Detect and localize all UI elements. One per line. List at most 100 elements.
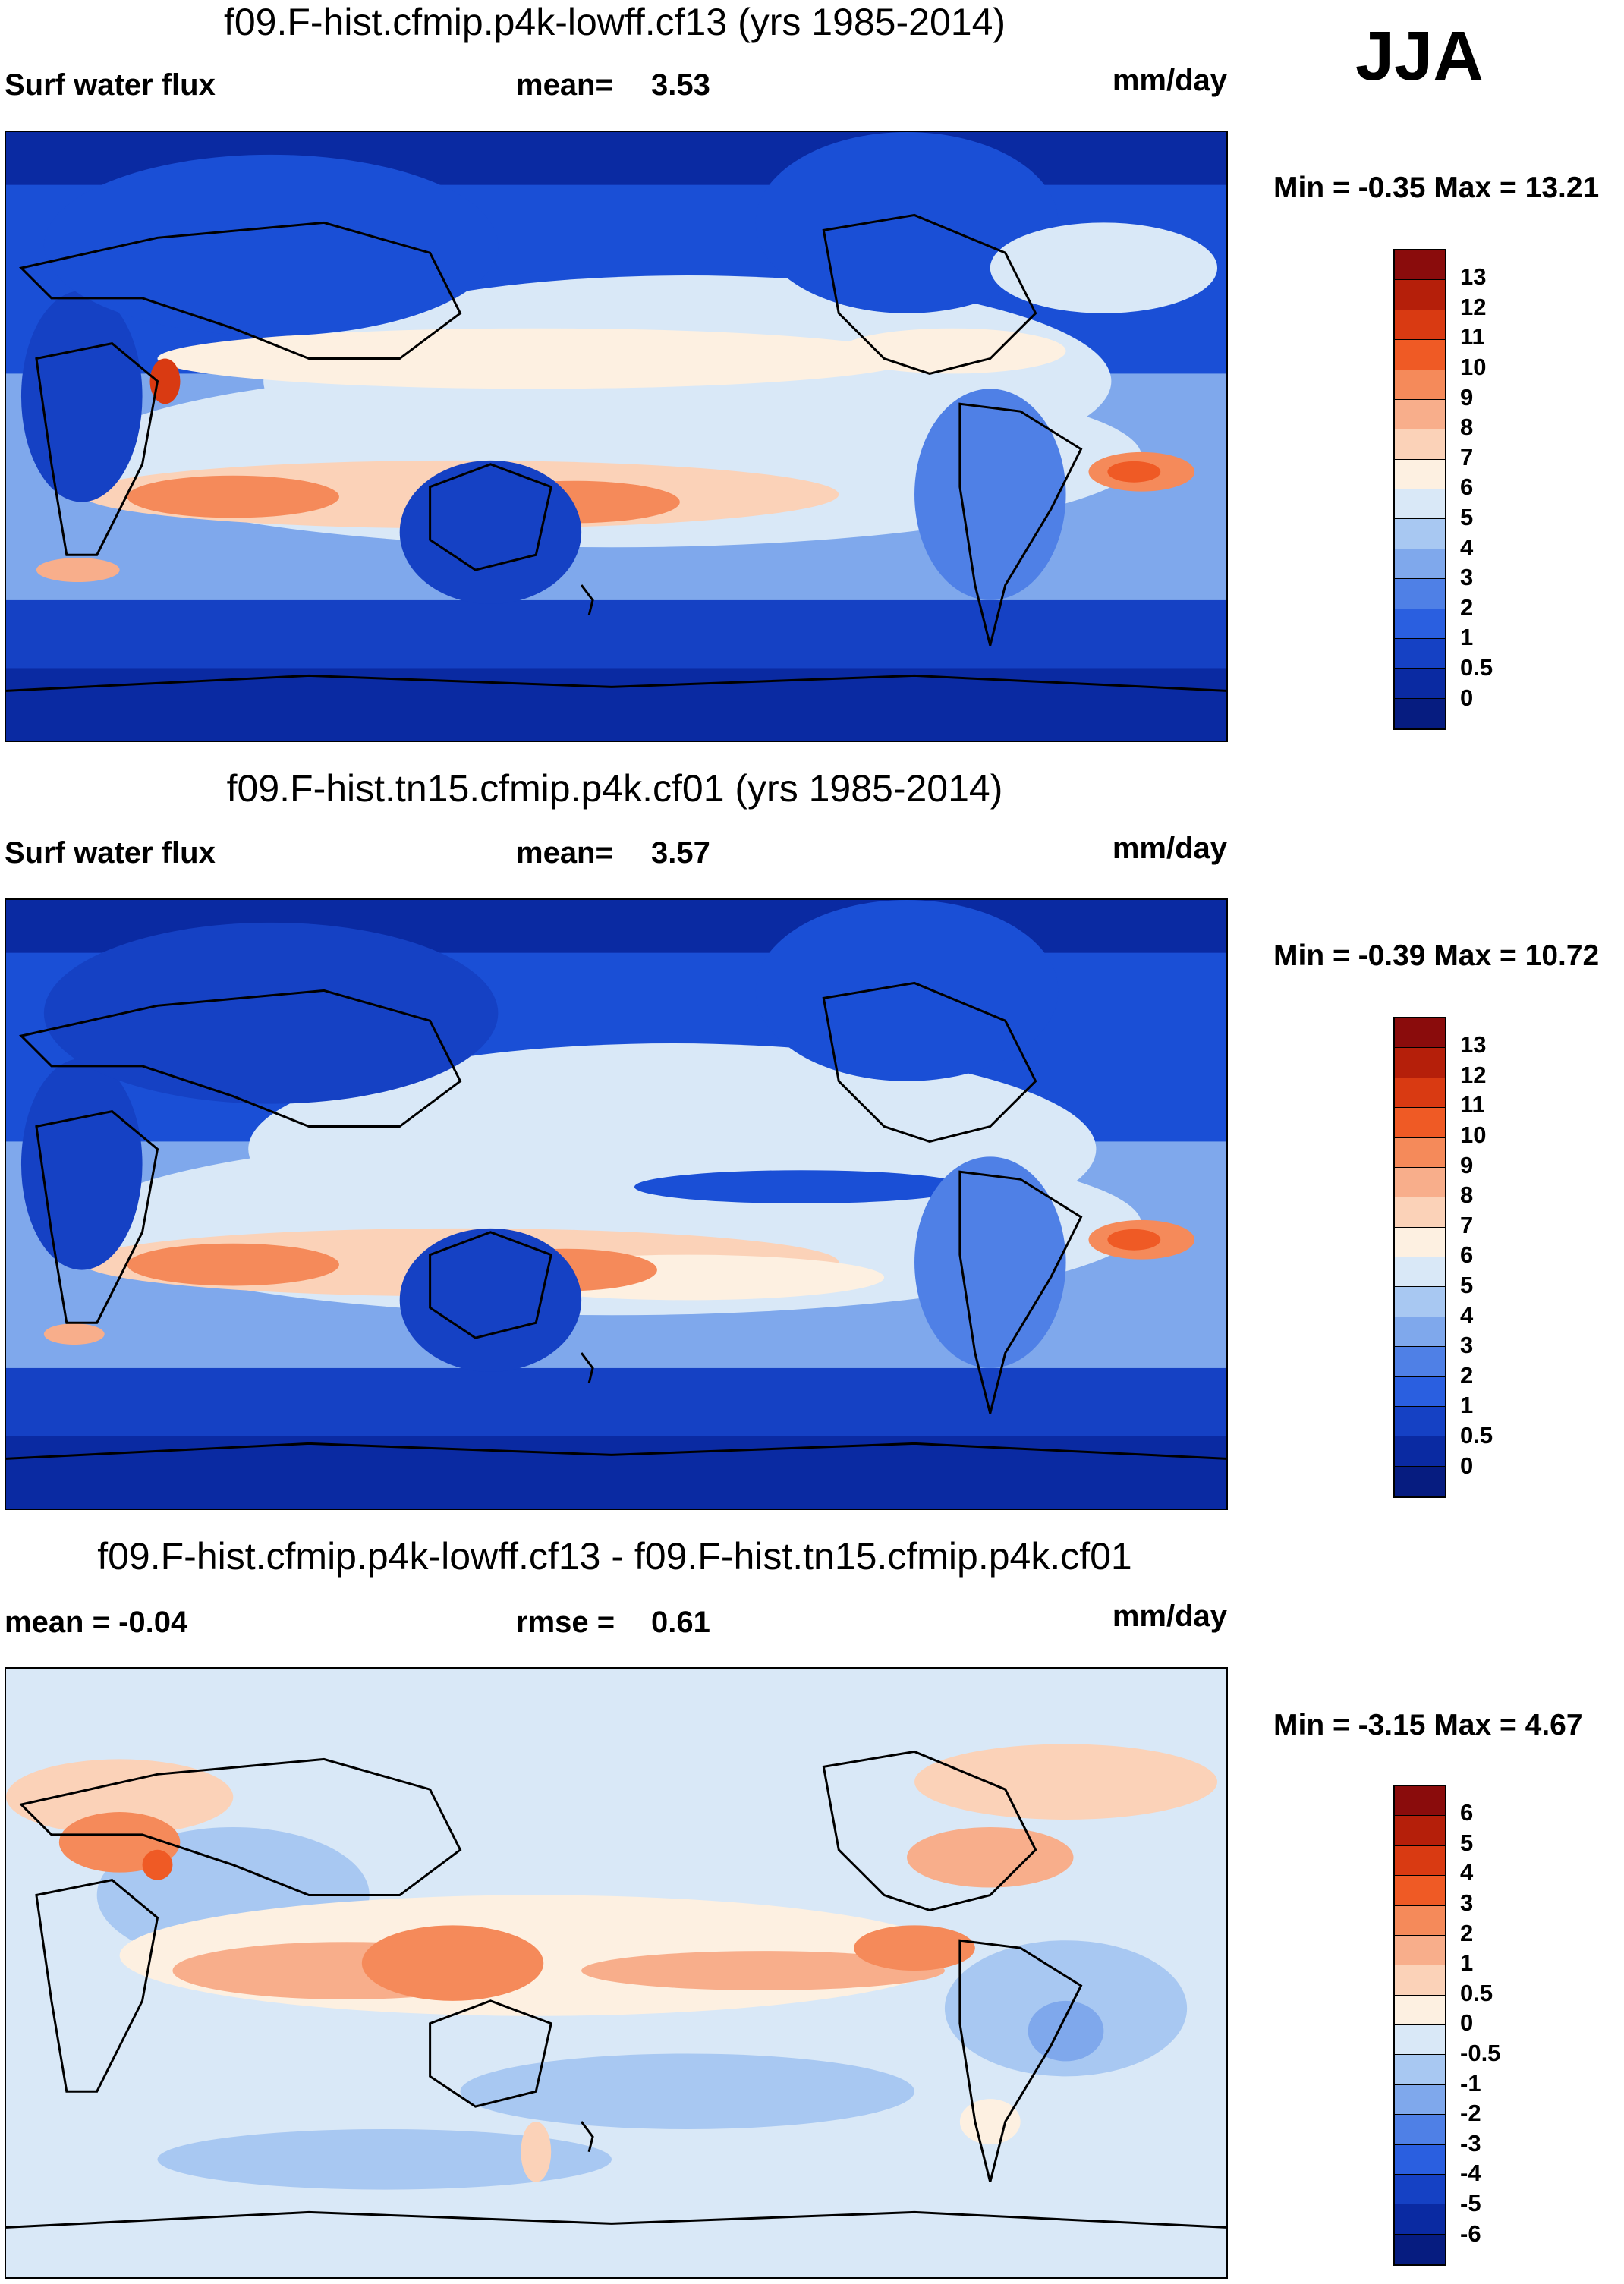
colorbar-1-tick: 11 [1460, 323, 1485, 350]
colorbar-3-tick: -5 [1460, 2190, 1481, 2216]
colorbar-3-tick: 5 [1460, 1829, 1474, 1856]
precip-field-2 [6, 900, 1226, 1509]
colorbar-3-tick: -0.5 [1460, 2040, 1501, 2066]
colorbar-2-bin-1 [1395, 1018, 1445, 1049]
colorbar-3-bin-1 [1395, 1786, 1445, 1817]
colorbar-1-bin-10 [1395, 519, 1445, 549]
colorbar-3-tick: 4 [1460, 1859, 1474, 1886]
colorbar-1-bin-5 [1395, 370, 1445, 400]
colorbar-3-bin-8 [1395, 1995, 1445, 2025]
panel-3-title: f09.F-hist.cfmip.p4k-lowff.cf13 - f09.F-… [97, 1535, 1132, 1578]
panel-1-stat-label: mean= [516, 68, 613, 102]
panel-2-colorbar-ticks: 13 12 11 10 9 8 7 6 5 4 3 2 1 0.5 0 [1460, 1017, 1536, 1498]
panel-2-colorbar [1393, 1017, 1446, 1498]
colorbar-1-tick: 5 [1460, 504, 1474, 530]
colorbar-2-bin-15 [1395, 1436, 1445, 1467]
colorbar-2-tick: 0.5 [1460, 1422, 1493, 1449]
colorbar-1-bin-4 [1395, 340, 1445, 370]
colorbar-3-tick: 1 [1460, 1949, 1474, 1976]
colorbar-1-bin-14 [1395, 638, 1445, 669]
colorbar-1-tick: 3 [1460, 564, 1474, 590]
colorbar-2-bin-14 [1395, 1406, 1445, 1437]
colorbar-3-bin-6 [1395, 1935, 1445, 1966]
colorbar-3-bin-4 [1395, 1876, 1445, 1906]
panel-1-colorbar-ticks: 13 12 11 10 9 8 7 6 5 4 3 2 1 0.5 0 [1460, 249, 1536, 730]
colorbar-2-tick: 4 [1460, 1302, 1474, 1329]
panel-3-map [5, 1667, 1228, 2279]
colorbar-2-tick: 8 [1460, 1181, 1474, 1208]
colorbar-3-bin-7 [1395, 1965, 1445, 1996]
colorbar-1-bin-2 [1395, 280, 1445, 310]
colorbar-3-tick: -6 [1460, 2220, 1481, 2247]
colorbar-1-bin-3 [1395, 310, 1445, 341]
colorbar-1-tick: 0 [1460, 684, 1474, 711]
panel-2-stat-label: mean= [516, 836, 613, 870]
panel-2-title: f09.F-hist.tn15.cfmip.p4k.cf01 (yrs 1985… [226, 767, 1003, 810]
colorbar-3-tick: 6 [1460, 1799, 1474, 1826]
colorbar-2-tick: 10 [1460, 1122, 1487, 1148]
colorbar-1-tick: 4 [1460, 534, 1474, 561]
colorbar-2-bin-3 [1395, 1078, 1445, 1109]
colorbar-3-tick: -4 [1460, 2160, 1481, 2186]
colorbar-1-tick: 10 [1460, 354, 1487, 380]
panel-3-colorbar [1393, 1785, 1446, 2266]
colorbar-1-tick: 9 [1460, 384, 1474, 411]
panel-2-units: mm/day [1112, 832, 1227, 865]
colorbar-3-bin-15 [1395, 2204, 1445, 2235]
colorbar-2-tick: 5 [1460, 1272, 1474, 1298]
colorbar-1-bin-13 [1395, 609, 1445, 639]
colorbar-3-bin-5 [1395, 1905, 1445, 1936]
colorbar-1-bin-1 [1395, 250, 1445, 281]
precip-field-1 [6, 132, 1226, 741]
colorbar-2-bin-10 [1395, 1287, 1445, 1317]
season-label: JJA [1355, 17, 1484, 95]
colorbar-2-tick: 3 [1460, 1332, 1474, 1358]
colorbar-2-tick: 13 [1460, 1031, 1487, 1058]
colorbar-1-tick: 8 [1460, 414, 1474, 440]
panel-3-min-max: Min = -3.15 Max = 4.67 [1273, 1709, 1583, 1741]
colorbar-2-bin-2 [1395, 1048, 1445, 1078]
colorbar-2-bin-13 [1395, 1376, 1445, 1407]
colorbar-3-tick: 0 [1460, 2009, 1474, 2036]
colorbar-1-bin-7 [1395, 429, 1445, 460]
colorbar-3-tick: -1 [1460, 2070, 1481, 2097]
colorbar-3-bin-9 [1395, 2025, 1445, 2056]
panel-3-mean-label: mean = -0.04 [5, 1606, 188, 1639]
panel-1-colorbar [1393, 249, 1446, 730]
colorbar-3-tick: 3 [1460, 1889, 1474, 1916]
colorbar-2-tick: 11 [1460, 1091, 1485, 1118]
colorbar-2-bin-12 [1395, 1347, 1445, 1377]
colorbar-2-bin-6 [1395, 1167, 1445, 1198]
panel-3-colorbar-ticks: 6 5 4 3 2 1 0.5 0 -0.5 -1 -2 -3 -4 -5 -6 [1460, 1785, 1536, 2266]
panel-1-stat-value: 3.53 [651, 68, 710, 102]
colorbar-2-bin-11 [1395, 1317, 1445, 1348]
colorbar-2-tick: 1 [1460, 1392, 1474, 1418]
colorbar-2-bin-8 [1395, 1227, 1445, 1257]
colorbar-1-bin-12 [1395, 579, 1445, 609]
colorbar-3-bin-12 [1395, 2115, 1445, 2145]
panel-1-units: mm/day [1112, 64, 1227, 97]
colorbar-1-tick: 13 [1460, 263, 1487, 290]
colorbar-2-bin-5 [1395, 1137, 1445, 1168]
colorbar-2-bin-7 [1395, 1197, 1445, 1228]
colorbar-3-tick: 0.5 [1460, 1980, 1493, 2006]
colorbar-1-bin-8 [1395, 459, 1445, 489]
difference-field [6, 1669, 1226, 2277]
panel-1-map [5, 131, 1228, 742]
colorbar-2-tick: 12 [1460, 1062, 1487, 1088]
colorbar-3-bin-10 [1395, 2055, 1445, 2085]
colorbar-3-bin-3 [1395, 1845, 1445, 1877]
panel-2-min-max: Min = -0.39 Max = 10.72 [1273, 939, 1600, 972]
colorbar-3-bin-2 [1395, 1816, 1445, 1846]
colorbar-2-bin-4 [1395, 1108, 1445, 1138]
colorbar-3-tick: 2 [1460, 1920, 1474, 1946]
colorbar-2-bin-16 [1395, 1466, 1445, 1496]
panel-1-min-max: Min = -0.35 Max = 13.21 [1273, 171, 1600, 204]
panel-3-units: mm/day [1112, 1600, 1227, 1633]
panel-1-title: f09.F-hist.cfmip.p4k-lowff.cf13 (yrs 198… [223, 1, 1006, 43]
colorbar-1-bin-15 [1395, 669, 1445, 699]
panel-1-variable-label: Surf water flux [5, 68, 216, 102]
colorbar-3-bin-13 [1395, 2144, 1445, 2175]
colorbar-2-bin-9 [1395, 1257, 1445, 1288]
colorbar-2-tick: 6 [1460, 1241, 1474, 1268]
